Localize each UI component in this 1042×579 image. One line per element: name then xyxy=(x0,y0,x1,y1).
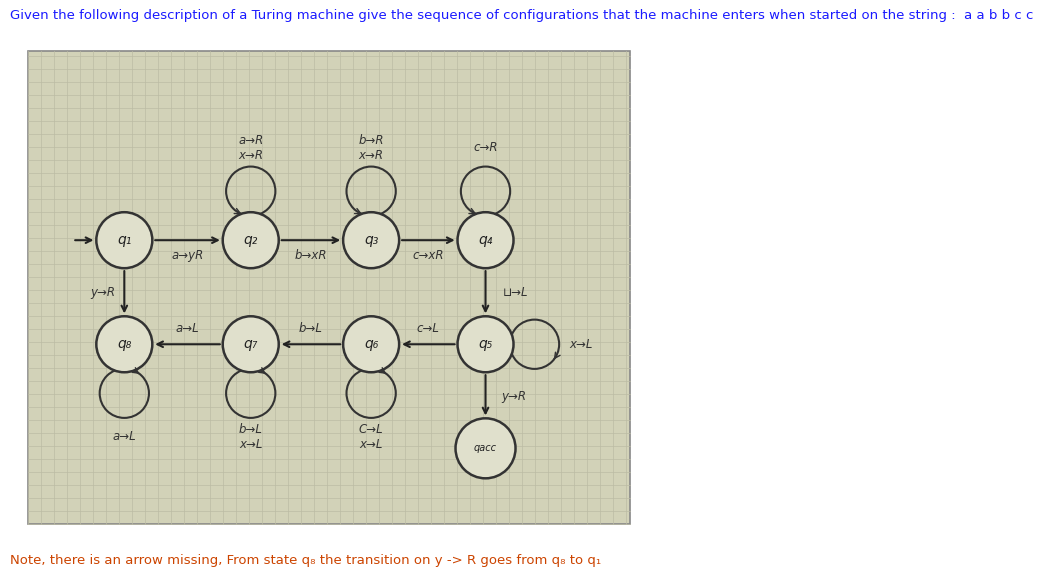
Text: Given the following description of a Turing machine give the sequence of configu: Given the following description of a Tur… xyxy=(10,9,1034,22)
Circle shape xyxy=(223,316,279,372)
Circle shape xyxy=(96,316,152,372)
Text: b→xR: b→xR xyxy=(295,249,327,262)
Text: C→L
x→L: C→L x→L xyxy=(358,423,383,450)
Text: y→R: y→R xyxy=(501,390,526,403)
Text: x→L: x→L xyxy=(569,338,593,351)
Circle shape xyxy=(457,316,514,372)
Circle shape xyxy=(343,316,399,372)
Text: q₄: q₄ xyxy=(478,233,493,247)
Text: c→R: c→R xyxy=(473,141,498,154)
Text: a→yR: a→yR xyxy=(171,249,203,262)
Text: q₂: q₂ xyxy=(244,233,258,247)
Text: q₆: q₆ xyxy=(364,337,378,351)
Text: ⊔→L: ⊔→L xyxy=(503,285,528,299)
Text: c→L: c→L xyxy=(417,322,440,335)
Text: q₃: q₃ xyxy=(364,233,378,247)
Circle shape xyxy=(457,212,514,268)
Text: b→L
x→L: b→L x→L xyxy=(239,423,263,450)
Text: c→xR: c→xR xyxy=(413,249,444,262)
Bar xyxy=(28,51,630,524)
Circle shape xyxy=(96,212,152,268)
Circle shape xyxy=(343,212,399,268)
Text: q₈: q₈ xyxy=(117,337,131,351)
Text: y→R: y→R xyxy=(90,285,115,299)
Text: q₇: q₇ xyxy=(244,337,258,351)
Text: b→R
x→R: b→R x→R xyxy=(358,134,383,162)
Text: a→R
x→R: a→R x→R xyxy=(239,134,264,162)
Text: qacc: qacc xyxy=(474,444,497,453)
Text: Note, there is an arrow missing, From state q₈ the transition on y -> R goes fro: Note, there is an arrow missing, From st… xyxy=(10,554,601,567)
Text: a→L: a→L xyxy=(176,322,199,335)
Text: a→L: a→L xyxy=(113,430,137,443)
Text: b→L: b→L xyxy=(299,322,323,335)
Circle shape xyxy=(223,212,279,268)
Circle shape xyxy=(455,418,516,478)
Text: q₅: q₅ xyxy=(478,337,493,351)
Text: q₁: q₁ xyxy=(117,233,131,247)
